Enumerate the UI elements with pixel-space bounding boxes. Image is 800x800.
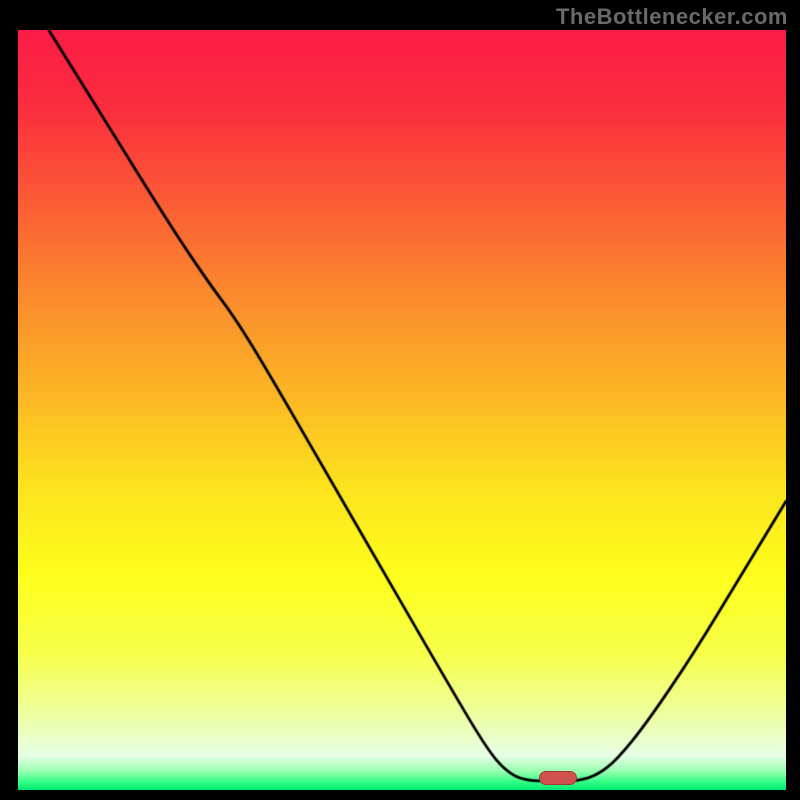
optimum-marker	[539, 771, 577, 785]
plot-area	[18, 30, 786, 790]
curve-canvas	[18, 30, 786, 790]
chart-container: TheBottlenecker.com	[0, 0, 800, 800]
watermark-text: TheBottlenecker.com	[556, 4, 788, 30]
